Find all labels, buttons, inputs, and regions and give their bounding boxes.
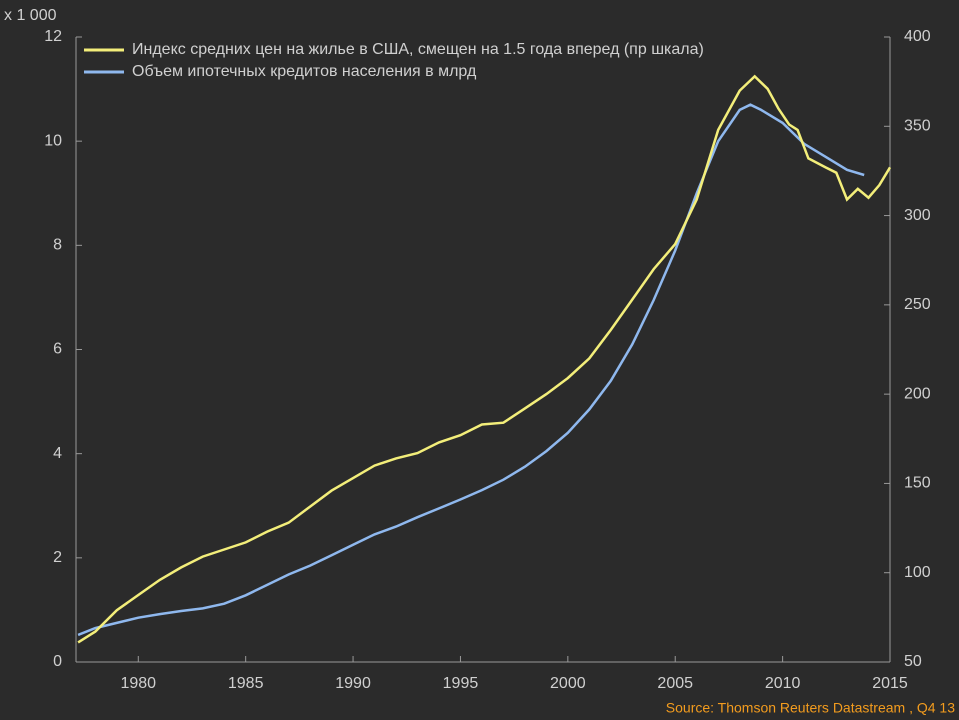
legend-label: Индекс средних цен на жилье в США, смеще… [132, 41, 704, 58]
y2-tick-label: 200 [904, 385, 931, 402]
x-tick-label: 1985 [228, 675, 264, 692]
series-line [77, 103, 865, 637]
y2-tick-label: 400 [904, 28, 931, 45]
x-tick-label: 1990 [335, 675, 371, 692]
x-tick-label: 2010 [765, 675, 801, 692]
x-tick-label: 1980 [120, 675, 156, 692]
y2-tick-label: 350 [904, 118, 931, 135]
y-tick-label: 0 [53, 653, 62, 670]
x-tick-label: 2015 [872, 675, 908, 692]
series-line [77, 74, 892, 644]
y-tick-label: 10 [44, 132, 62, 149]
y-tick-label: 4 [53, 445, 62, 462]
y-tick-label: 6 [53, 341, 62, 358]
y2-tick-label: 50 [904, 653, 922, 670]
x-tick-label: 1995 [443, 675, 479, 692]
y-axis-label: x 1 000 [4, 7, 57, 24]
y-tick-label: 8 [53, 237, 62, 254]
source: Source: Thomson Reuters Datastream , Q4 … [666, 700, 955, 716]
x-tick-label: 2005 [657, 675, 693, 692]
y2-tick-label: 100 [904, 564, 931, 581]
y2-tick-label: 250 [904, 296, 931, 313]
legend-label: Объем ипотечных кредитов населения в млр… [132, 63, 477, 80]
y2-tick-label: 150 [904, 475, 931, 492]
x-tick-label: 2000 [550, 675, 586, 692]
y2-tick-label: 300 [904, 207, 931, 224]
y-tick-label: 12 [44, 28, 62, 45]
y-tick-label: 2 [53, 549, 62, 566]
